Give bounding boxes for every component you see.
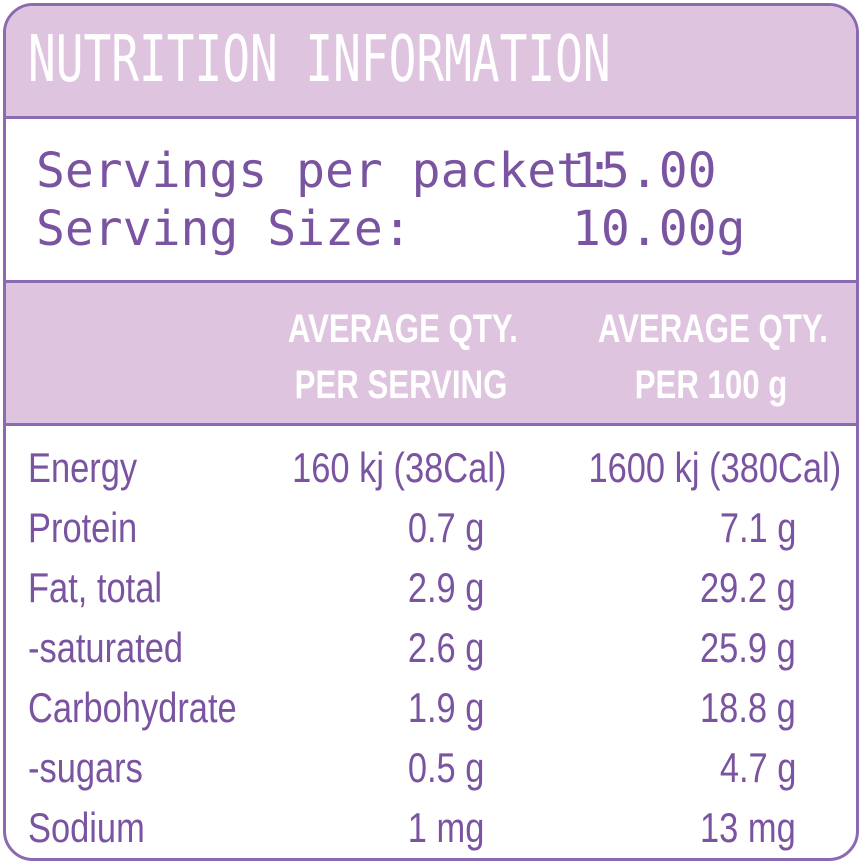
per-serving-value: 0.7 g: [407, 504, 484, 551]
nutrition-panel: NUTRITION INFORMATION Servings per packe…: [3, 3, 859, 861]
nutrient-label: Fat, total: [28, 564, 162, 611]
serving-size-value: 10.00g: [572, 201, 746, 257]
header-per-serving-line1: AVERAGE QTY.: [287, 307, 518, 351]
table-row: Fat, total 2.9 g 29.2 g: [6, 558, 856, 618]
nutrient-label: -sugars: [28, 744, 143, 791]
per-serving-value: 1.9 g: [407, 684, 484, 731]
nutrient-label: Sodium: [28, 804, 145, 851]
table-row: Carbohydrate 1.9 g 18.8 g: [6, 678, 856, 738]
panel-title: NUTRITION INFORMATION: [28, 23, 611, 97]
nutrient-label: Energy: [28, 444, 138, 491]
per-100g-value: 1600 kj (380Cal): [588, 444, 841, 491]
header-per-100g: AVERAGE QTY. PER 100 g: [597, 301, 828, 413]
per-serving-value: 2.9 g: [407, 564, 484, 611]
per-serving-value: 160 kj (38Cal): [291, 444, 506, 491]
per-100g-value: 25.9 g: [700, 624, 796, 671]
per-serving-value: 1 mg: [407, 804, 484, 851]
per-100g-value: 29.2 g: [700, 564, 796, 611]
per-100g-value: 18.8 g: [700, 684, 796, 731]
servings-per-packet-value: 15.00: [572, 143, 717, 199]
nutrient-label: Carbohydrate: [28, 684, 237, 731]
per-serving-value: 2.6 g: [407, 624, 484, 671]
title-band: NUTRITION INFORMATION: [6, 6, 856, 119]
header-per-100g-line2: PER 100 g: [634, 363, 788, 407]
table-row: Sodium 1 mg 13 mg: [6, 798, 856, 858]
table-row: Protein 0.7 g 7.1 g: [6, 498, 856, 558]
table-row: -sugars 0.5 g 4.7 g: [6, 738, 856, 798]
nutrient-label: -saturated: [28, 624, 184, 671]
servings-section: Servings per packet: 15.00 Serving Size:…: [6, 119, 856, 277]
table-row: Energy 160 kj (38Cal) 1600 kj (380Cal): [6, 438, 856, 498]
nutrient-label: Protein: [28, 504, 138, 551]
per-100g-value: 13 mg: [700, 804, 796, 851]
nutrient-table: Energy 160 kj (38Cal) 1600 kj (380Cal) P…: [6, 426, 856, 858]
header-per-serving-line2: PER SERVING: [294, 363, 508, 407]
table-row: -saturated 2.6 g 25.9 g: [6, 618, 856, 678]
column-header-band: AVERAGE QTY. PER SERVING AVERAGE QTY. PE…: [6, 280, 856, 426]
per-serving-value: 0.5 g: [407, 744, 484, 791]
per-100g-value: 4.7 g: [719, 744, 796, 791]
per-100g-value: 7.1 g: [719, 504, 796, 551]
serving-size-label: Serving Size:: [36, 201, 412, 257]
header-per-100g-line1: AVERAGE QTY.: [597, 307, 828, 351]
servings-per-packet-label: Servings per packet:: [36, 143, 614, 199]
header-per-serving: AVERAGE QTY. PER SERVING: [287, 301, 518, 413]
